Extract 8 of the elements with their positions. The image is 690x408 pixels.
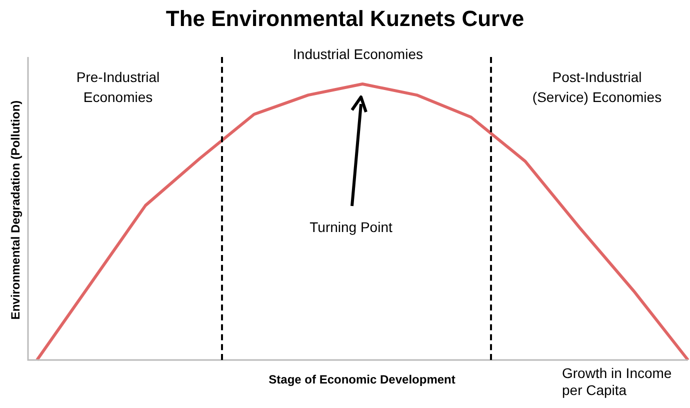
text: Growth in Income per Capita: [562, 364, 672, 398]
text: Industrial Economies: [293, 46, 423, 62]
y-axis-title: Environmental Degradation (Pollution): [8, 100, 22, 320]
x-axis-title: Stage of Economic Development: [268, 372, 456, 386]
annotation: Post-Industrial (Service) Economies: [532, 68, 662, 105]
annotation: Turning Point: [310, 218, 392, 235]
annotation: Pre-Industrial Economies: [76, 68, 160, 105]
chart-title: The Environmental Kuznets Curve: [166, 6, 524, 32]
